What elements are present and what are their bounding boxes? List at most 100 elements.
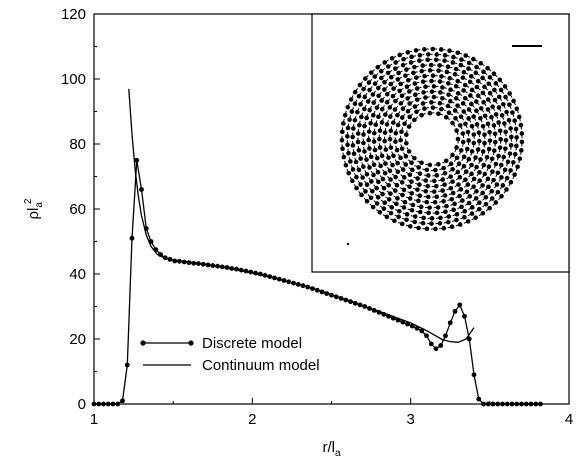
inset-particle	[464, 189, 470, 195]
inset-particle	[410, 202, 416, 208]
inset-particle	[404, 84, 410, 89]
inset-particle	[505, 159, 511, 165]
inset-particle	[442, 53, 448, 58]
inset-particle	[401, 205, 407, 210]
inset-particle	[364, 115, 369, 121]
legend-marker-discrete-model	[140, 340, 146, 346]
inset-particle	[466, 156, 472, 162]
inset-particle	[461, 109, 467, 114]
inset-particle	[393, 130, 399, 136]
inset-particle	[340, 146, 345, 152]
inset-particle	[412, 155, 417, 161]
inset-particle	[438, 215, 443, 221]
inset-particle	[403, 154, 409, 159]
inset-particle	[400, 106, 406, 111]
inset-particle	[444, 203, 449, 209]
inset-particle	[395, 112, 400, 118]
inset-particle	[424, 167, 430, 173]
inset-particle	[413, 92, 418, 98]
inset-particle	[462, 208, 468, 214]
inset-particle	[468, 93, 473, 98]
inset-particle	[452, 201, 457, 207]
inset-particle	[370, 204, 376, 210]
inset-particle	[388, 128, 394, 134]
inset-particle	[453, 66, 459, 72]
inset-particle	[399, 93, 405, 99]
inset-particle	[422, 106, 427, 111]
y-tick-label: 100	[61, 71, 86, 88]
discrete-model-point	[447, 320, 453, 326]
inset-particle	[380, 191, 385, 197]
inset-particle	[448, 98, 453, 104]
inset-particle	[471, 176, 477, 182]
inset-particle	[370, 188, 375, 194]
inset-particle	[491, 123, 497, 128]
inset-particle	[398, 155, 403, 161]
inset-particle	[355, 109, 360, 115]
inset-particle	[485, 97, 491, 102]
y-tick-label: 20	[69, 331, 86, 348]
inset-particle	[478, 115, 483, 121]
discrete-model-point	[134, 157, 140, 163]
legend-marker-discrete-model	[188, 340, 194, 346]
inset-particle	[478, 61, 483, 66]
inset-particle	[475, 93, 481, 99]
inset-particle	[386, 182, 392, 188]
inset-particle	[382, 60, 387, 65]
inset-particle	[434, 52, 440, 57]
inset-particle	[348, 159, 353, 164]
inset-particle	[504, 175, 510, 181]
inset-particle	[469, 123, 475, 129]
inset-particle	[439, 74, 444, 79]
inset-particle	[367, 107, 373, 113]
inset-particle	[345, 142, 350, 148]
inset-particle	[392, 218, 397, 224]
inset-particle	[398, 81, 403, 87]
inset-particle	[512, 151, 518, 157]
inset-particle	[350, 167, 356, 172]
inset-particle	[339, 138, 345, 143]
inset-particle	[494, 182, 500, 187]
inset-particle	[395, 169, 401, 175]
inset-particle	[445, 64, 451, 70]
inset-particle	[341, 154, 347, 160]
inset-particle	[493, 200, 499, 205]
inset-particle	[415, 176, 420, 181]
inset-particle	[429, 221, 434, 226]
inset-particle	[369, 179, 374, 184]
inset-particle	[450, 179, 455, 184]
inset-particle	[511, 98, 516, 104]
discrete-model-point	[129, 235, 135, 241]
inset-particle	[514, 106, 520, 112]
inset-particle	[457, 193, 462, 199]
legend-label-continuum-model: Continuum model	[202, 357, 320, 374]
inset-particle	[502, 167, 508, 173]
inset-particle	[503, 94, 508, 100]
x-tick-label: 2	[248, 411, 256, 428]
inset-particle	[399, 180, 405, 185]
inset-particle	[401, 187, 407, 193]
inset-particle	[406, 149, 412, 154]
inset-particle	[455, 103, 460, 108]
inset-particle	[437, 79, 443, 84]
inset-particle	[493, 81, 499, 86]
inset-particle	[436, 68, 441, 73]
inset-particle	[348, 97, 354, 102]
discrete-model-point	[124, 362, 130, 368]
inset-particle	[354, 174, 359, 180]
inset-particle	[421, 215, 426, 221]
inset-particle	[383, 161, 388, 166]
inset-particle	[365, 99, 371, 104]
inset-particle	[364, 171, 370, 177]
discrete-model-point	[528, 401, 534, 407]
inset-particle	[414, 109, 419, 115]
inset-particle	[462, 95, 468, 101]
inset-particle	[407, 114, 413, 120]
inset-particle	[441, 225, 447, 231]
inset-particle	[414, 86, 420, 91]
inset-particle	[457, 222, 463, 227]
inset-particle	[482, 140, 487, 146]
inset-particle	[510, 110, 515, 115]
inset-particle	[389, 56, 395, 61]
inset-particle	[460, 131, 466, 136]
